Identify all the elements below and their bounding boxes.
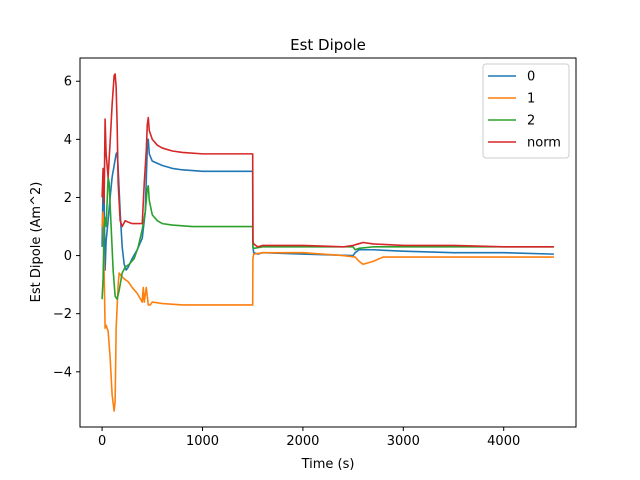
legend-label-2: 2 — [527, 114, 535, 129]
x-tick-label: 3000 — [387, 434, 420, 449]
y-tick-label: 0 — [64, 249, 72, 264]
chart-title: Est Dipole — [290, 36, 366, 54]
y-tick-label: 2 — [64, 191, 72, 206]
legend-label-norm: norm — [527, 136, 561, 151]
y-tick-label: −2 — [53, 307, 72, 322]
x-axis: 0 1000 2000 3000 4000 — [98, 427, 520, 449]
y-tick-label: 6 — [64, 75, 72, 90]
legend-label-0: 0 — [527, 70, 535, 85]
x-tick-label: 1000 — [186, 434, 219, 449]
y-axis: −4 −2 0 2 4 6 — [53, 75, 80, 380]
series-line-1 — [101, 211, 554, 412]
legend-box — [482, 63, 570, 159]
y-tick-label: 4 — [64, 133, 72, 148]
x-axis-label: Time (s) — [301, 457, 355, 472]
series-line-2 — [101, 176, 554, 300]
y-tick-label: −4 — [53, 365, 72, 380]
y-axis-label: Est Dipole (Am^2) — [29, 182, 44, 303]
x-tick-label: 2000 — [286, 434, 319, 449]
series-line-norm — [101, 73, 554, 248]
plot-area — [101, 73, 554, 412]
axes-frame — [79, 57, 577, 428]
legend-label-1: 1 — [527, 92, 535, 107]
x-tick-label: 4000 — [487, 434, 520, 449]
legend: 0 1 2 norm — [482, 63, 570, 159]
x-tick-label: 0 — [98, 434, 106, 449]
